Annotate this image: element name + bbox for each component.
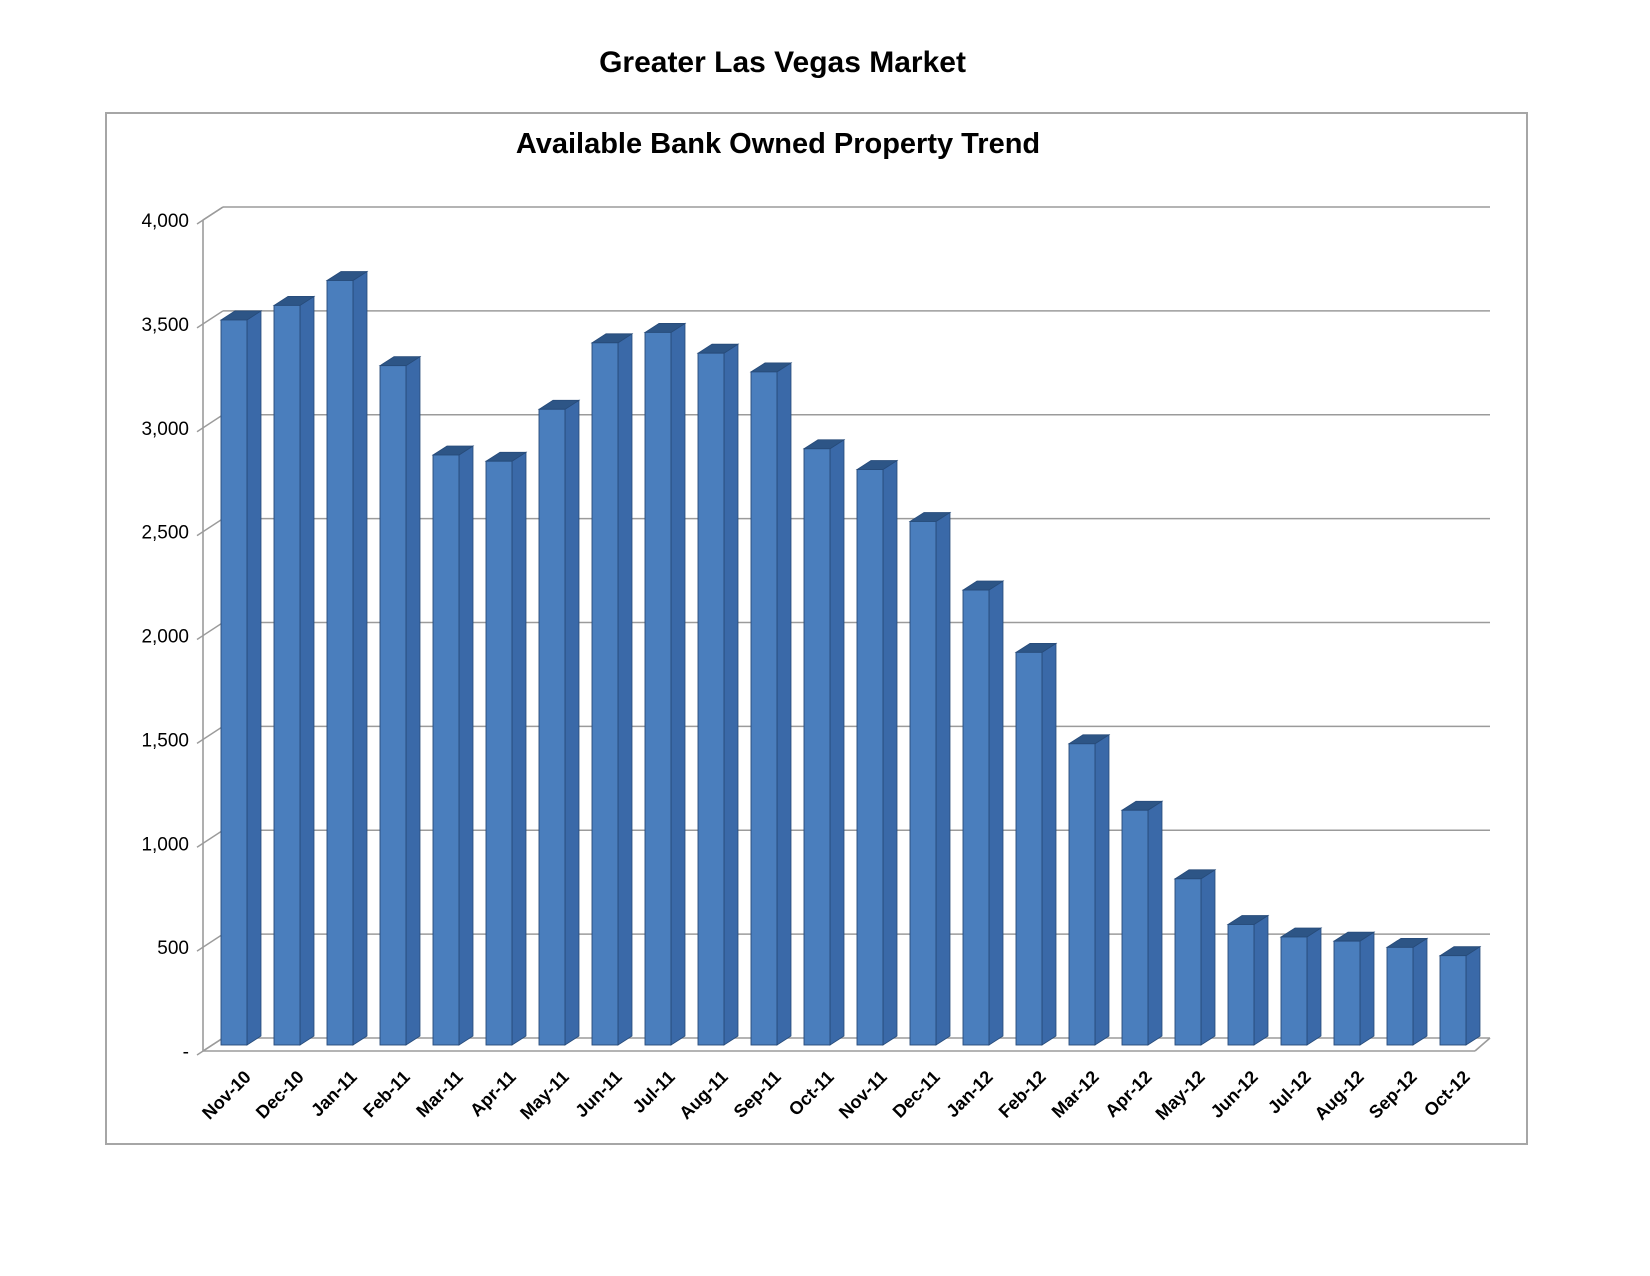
bar-Sep-12-side — [1412, 937, 1428, 1046]
bar-Dec-10 — [273, 304, 301, 1046]
x-tick-label: Aug-12 — [1311, 1067, 1368, 1124]
bar-Jan-12-side — [988, 580, 1004, 1046]
bar-Dec-10-side — [299, 295, 315, 1046]
floor-left-edge — [202, 1037, 224, 1052]
bar-Apr-12-side — [1147, 800, 1163, 1046]
bar-Mar-11-side — [458, 445, 474, 1046]
bar-Jan-11 — [326, 280, 354, 1046]
x-tick-label: Oct-11 — [785, 1067, 838, 1120]
x-tick-label: Jun-12 — [1207, 1067, 1262, 1122]
bar-Oct-12 — [1439, 955, 1467, 1046]
x-tick-label: Mar-11 — [412, 1067, 466, 1121]
x-tick-label: Mar-12 — [1048, 1067, 1103, 1122]
y-tick — [196, 933, 224, 952]
y-tick — [196, 725, 224, 744]
bar-Nov-10 — [220, 319, 248, 1046]
y-tick — [196, 518, 224, 537]
y-tick — [196, 310, 224, 329]
x-tick-label: Feb-11 — [359, 1067, 413, 1121]
y-tick-label: - — [183, 1042, 189, 1063]
bar-Aug-11-side — [723, 343, 739, 1046]
bar-Dec-11 — [909, 521, 937, 1046]
bar-Feb-12-side — [1041, 642, 1057, 1046]
x-tick-label: Jan-11 — [307, 1067, 361, 1121]
bar-Mar-12-side — [1094, 734, 1110, 1046]
bar-Jun-11-side — [617, 333, 633, 1046]
x-tick-label: Dec-10 — [252, 1067, 308, 1123]
page-title: Greater Las Vegas Market — [599, 46, 966, 79]
x-tick-label: Oct-12 — [1420, 1067, 1474, 1121]
x-tick-label: Aug-11 — [675, 1067, 732, 1124]
bar-Oct-12-side — [1465, 945, 1481, 1046]
bar-Sep-12 — [1386, 946, 1414, 1046]
bar-Dec-11-side — [935, 511, 951, 1046]
bar-Nov-11 — [856, 469, 884, 1046]
bar-Jul-12-side — [1306, 927, 1322, 1046]
x-tick-label: Feb-12 — [995, 1067, 1050, 1122]
bar-Feb-11-side — [405, 355, 421, 1046]
bar-Jul-11-side — [670, 322, 686, 1046]
bar-May-12-side — [1200, 869, 1216, 1046]
bar-Jan-12 — [962, 589, 990, 1046]
x-tick-label: Apr-12 — [1101, 1067, 1155, 1121]
bar-Mar-11 — [432, 454, 460, 1046]
bar-Aug-12-side — [1359, 931, 1375, 1046]
y-tick-label: 2,000 — [141, 627, 189, 648]
bar-Oct-11 — [803, 448, 831, 1046]
bar-Apr-11 — [485, 460, 513, 1046]
x-tick-label: Nov-10 — [198, 1067, 255, 1124]
bar-Jun-12-side — [1253, 914, 1269, 1046]
bar-Apr-12 — [1121, 809, 1149, 1046]
y-tick-label: 500 — [157, 938, 189, 959]
bar-Jun-12 — [1227, 924, 1255, 1046]
y-tick — [196, 829, 224, 848]
y-tick — [196, 414, 224, 433]
y-tick — [196, 621, 224, 641]
y-tick-label: 4,000 — [141, 211, 189, 232]
bar-Aug-12 — [1333, 940, 1361, 1046]
bar-Aug-11 — [697, 352, 725, 1046]
bar-Feb-12 — [1015, 651, 1043, 1046]
x-tick-label: Nov-11 — [835, 1067, 891, 1123]
x-tick-label: Sep-11 — [730, 1067, 785, 1122]
x-tick-label: May-12 — [1152, 1067, 1209, 1124]
bar-Apr-11-side — [511, 451, 527, 1046]
y-tick-label: 2,500 — [141, 523, 189, 544]
y-tick-label: 3,500 — [141, 315, 189, 336]
x-tick-label: Jan-12 — [942, 1067, 996, 1121]
bar-May-11-side — [564, 399, 580, 1046]
x-tick-label: Sep-12 — [1365, 1067, 1421, 1123]
x-tick-label: Jun-11 — [571, 1067, 625, 1121]
x-tick-label: Jul-11 — [629, 1067, 679, 1117]
bar-Nov-11-side — [882, 459, 898, 1046]
bar-Oct-11-side — [829, 439, 845, 1046]
y-tick-label: 1,500 — [141, 730, 189, 751]
y-tick-label: 3,000 — [141, 419, 189, 440]
chart-title: Available Bank Owned Property Trend — [515, 128, 1041, 160]
bar-Jul-12 — [1280, 936, 1308, 1046]
bar-May-12 — [1174, 878, 1202, 1046]
bar-Feb-11 — [379, 365, 407, 1046]
bar-Sep-11 — [750, 371, 778, 1046]
bar-Jan-11-side — [352, 270, 368, 1046]
floor-right-edge — [1474, 1037, 1491, 1052]
x-tick-label: Jul-12 — [1264, 1067, 1315, 1118]
x-tick-label: Dec-11 — [889, 1067, 944, 1122]
bar-Nov-10-side — [246, 310, 262, 1046]
x-tick-label: Apr-11 — [466, 1067, 520, 1121]
wall-top-corner — [202, 206, 224, 221]
bar-Jun-11 — [591, 342, 619, 1046]
bar-Sep-11-side — [776, 362, 792, 1046]
bar-May-11 — [538, 408, 566, 1046]
bar-Jul-11 — [644, 331, 672, 1046]
bar-Mar-12 — [1068, 743, 1096, 1046]
y-tick-label: 1,000 — [141, 834, 189, 855]
x-tick-label: May-11 — [516, 1067, 573, 1124]
